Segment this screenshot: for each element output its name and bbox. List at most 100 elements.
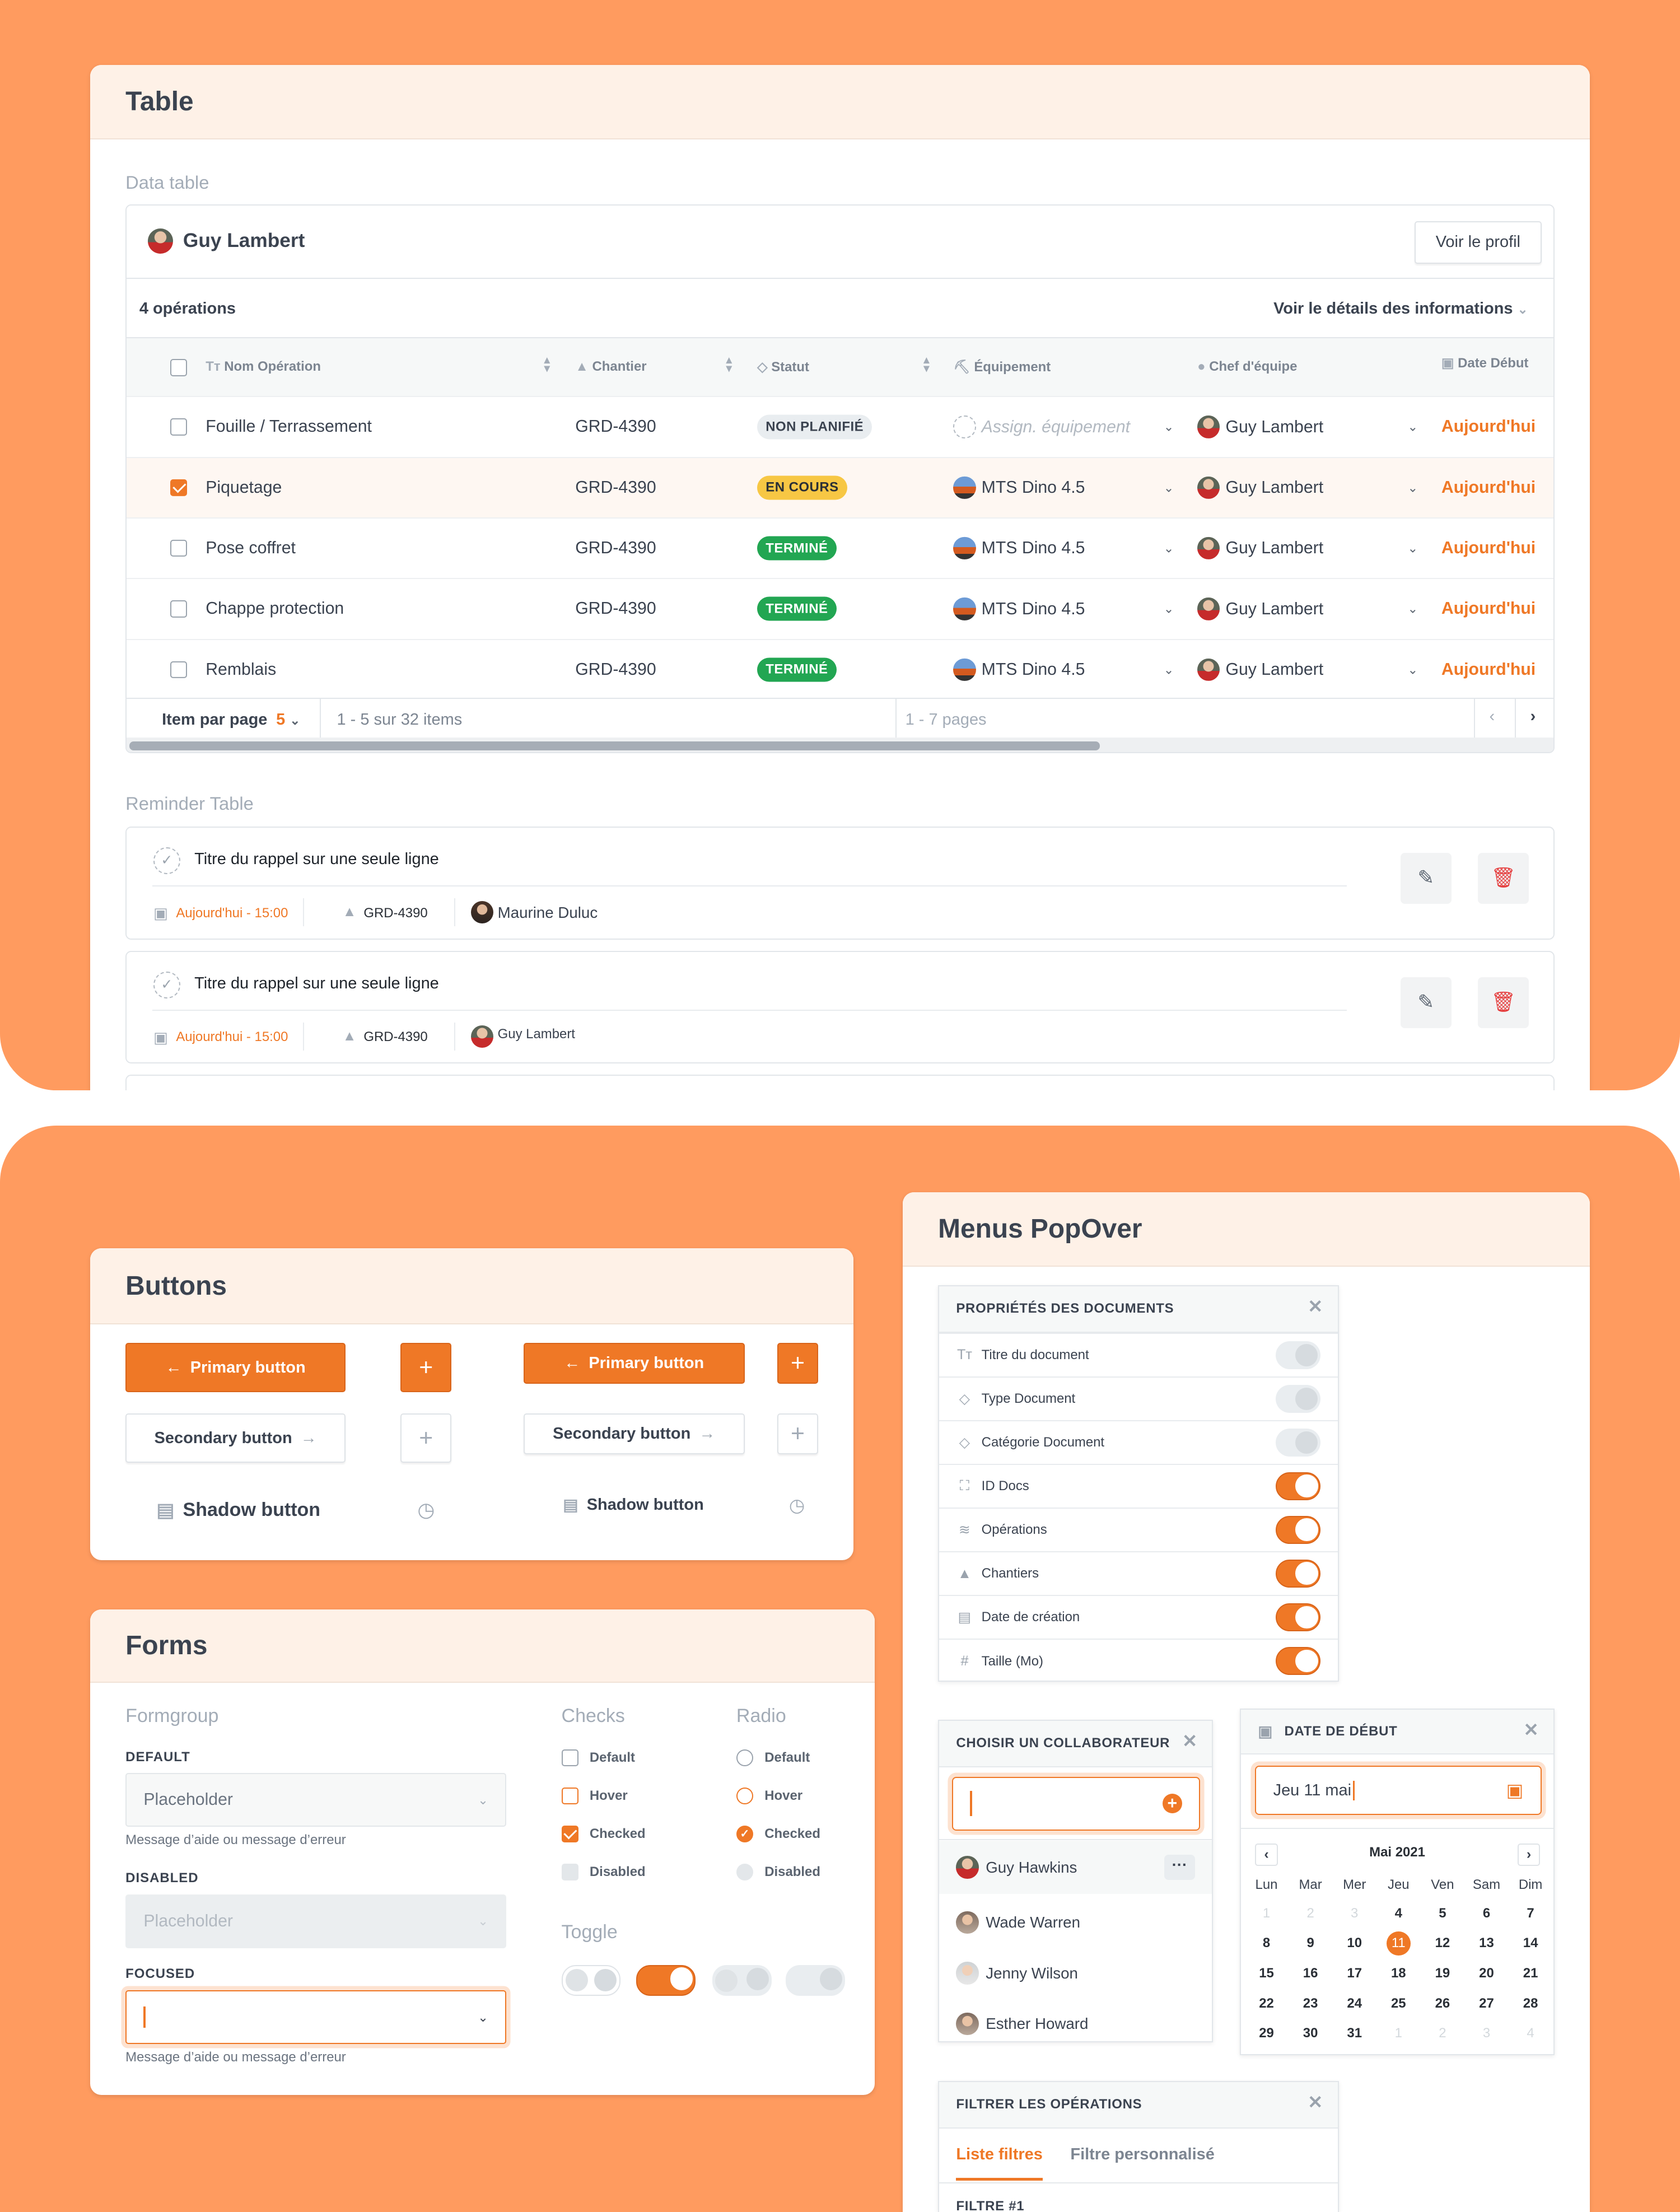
default-select[interactable]: Placeholder ⌄	[125, 1773, 507, 1827]
primary-icon-button-small[interactable]: +	[777, 1343, 818, 1384]
calendar-day[interactable]: 3	[1482, 2026, 1491, 2041]
property-toggle[interactable]	[1275, 1603, 1321, 1632]
calendar-day[interactable]: 28	[1523, 1995, 1538, 2011]
checkbox-checked[interactable]: Checked	[561, 1825, 646, 1842]
col-statut[interactable]: ◇ Statut	[757, 360, 809, 375]
prev-month-button[interactable]: ‹	[1255, 1843, 1278, 1866]
chevron-down-icon[interactable]: ⌄	[1407, 480, 1418, 495]
calendar-icon[interactable]: ▣	[1506, 1780, 1524, 1801]
chevron-down-icon[interactable]: ⌄	[1407, 540, 1418, 556]
secondary-button[interactable]: Secondary button →	[125, 1413, 346, 1463]
calendar-day[interactable]: 21	[1523, 1965, 1538, 1981]
check-circle-icon[interactable]: ✓	[153, 847, 180, 875]
property-toggle[interactable]	[1275, 1515, 1321, 1544]
tab-filter-list[interactable]: Liste filtres	[956, 2145, 1043, 2181]
calendar-day[interactable]: 26	[1435, 1995, 1450, 2011]
tab-custom-filter[interactable]: Filtre personnalisé	[1070, 2145, 1215, 2163]
next-month-button[interactable]: ›	[1517, 1843, 1541, 1866]
row-checkbox[interactable]	[170, 479, 188, 496]
equipment-select[interactable]: MTS Dino 4.5	[953, 476, 1085, 499]
calendar-day[interactable]: 29	[1259, 2026, 1274, 2041]
add-circle-icon[interactable]: +	[1162, 1794, 1182, 1814]
focused-select[interactable]: ⌄	[125, 1990, 507, 2045]
calendar-day[interactable]: 17	[1347, 1965, 1362, 1981]
table-row[interactable]: Remblais GRD-4390 TERMINÉ MTS Dino 4.5 ⌄…	[127, 638, 1553, 699]
calendar-day[interactable]: 6	[1482, 1905, 1491, 1921]
chevron-down-icon[interactable]: ⌄	[1407, 419, 1418, 434]
property-toggle[interactable]	[1275, 1472, 1321, 1501]
collaborator-item[interactable]: Guy Hawkins ···	[939, 1840, 1212, 1894]
secondary-icon-button-small[interactable]: +	[777, 1413, 818, 1455]
calendar-day[interactable]: 4	[1394, 1905, 1402, 1921]
delete-button[interactable]: 🗑	[1478, 853, 1529, 904]
checkbox-default[interactable]: Default	[561, 1749, 635, 1766]
close-icon[interactable]: ✕	[1308, 2092, 1324, 2113]
chef-select[interactable]: Guy Lambert	[1197, 476, 1323, 499]
calendar-day[interactable]: 1	[1394, 2026, 1402, 2041]
more-options-button[interactable]: ···	[1164, 1854, 1196, 1880]
shadow-icon-button[interactable]: ◷	[412, 1491, 440, 1529]
chevron-down-icon[interactable]: ⌄	[1163, 480, 1174, 495]
calendar-day[interactable]: 8	[1262, 1935, 1271, 1951]
collaborator-item[interactable]: Esther Howard	[939, 1999, 1212, 2042]
chevron-down-icon[interactable]: ⌄	[1163, 419, 1174, 434]
calendar-day[interactable]: 22	[1259, 1995, 1274, 2011]
chevron-down-icon[interactable]: ⌄	[1407, 601, 1418, 616]
table-row[interactable]: Chappe protection GRD-4390 TERMINÉ MTS D…	[127, 578, 1553, 638]
sort-icon[interactable]: ▴ ▾	[726, 354, 732, 375]
check-circle-icon[interactable]: ✓	[153, 972, 180, 998]
col-chantier[interactable]: ▲ Chantier	[575, 359, 647, 375]
property-toggle[interactable]	[1275, 1647, 1321, 1676]
calendar-day[interactable]: 25	[1390, 1995, 1406, 2011]
prev-page-button[interactable]: ‹	[1489, 707, 1495, 726]
calendar-day[interactable]: 7	[1527, 1905, 1534, 1921]
equipment-select[interactable]: Assign. équipement	[953, 416, 1130, 438]
calendar-day[interactable]: 5	[1439, 1905, 1446, 1921]
toggle-off[interactable]	[561, 1964, 621, 1996]
calendar-day[interactable]: 15	[1259, 1965, 1274, 1981]
calendar-day[interactable]: 31	[1347, 2026, 1362, 2041]
chef-select[interactable]: Guy Lambert	[1197, 536, 1323, 560]
calendar-day[interactable]: 30	[1303, 2026, 1318, 2041]
calendar-day[interactable]: 23	[1303, 1995, 1318, 2011]
row-checkbox[interactable]	[170, 418, 188, 436]
calendar-day[interactable]: 12	[1435, 1935, 1450, 1951]
calendar-day[interactable]: 9	[1306, 1935, 1314, 1951]
equipment-select[interactable]: MTS Dino 4.5	[953, 598, 1085, 620]
next-page-button[interactable]: ›	[1530, 707, 1536, 726]
edit-button[interactable]: ✎	[1400, 977, 1452, 1028]
calendar-day[interactable]: 16	[1303, 1965, 1318, 1981]
close-icon[interactable]: ✕	[1523, 1719, 1539, 1740]
checkbox-hover[interactable]: Hover	[561, 1787, 628, 1804]
equipment-select[interactable]: MTS Dino 4.5	[953, 536, 1085, 560]
scrollbar-thumb[interactable]	[129, 741, 1100, 750]
chevron-down-icon[interactable]: ⌄	[1163, 662, 1174, 677]
col-chef[interactable]: ● Chef d'équipe	[1197, 359, 1298, 375]
equipment-select[interactable]: MTS Dino 4.5	[953, 658, 1085, 681]
chevron-down-icon[interactable]: ⌄	[1163, 540, 1174, 556]
toggle-on[interactable]	[636, 1964, 696, 1996]
collaborator-item[interactable]: Jenny Wilson	[939, 1948, 1212, 1999]
chef-select[interactable]: Guy Lambert	[1197, 658, 1323, 681]
col-equipement[interactable]: ⛏ Équipement	[953, 360, 1051, 375]
property-toggle[interactable]	[1275, 1428, 1321, 1457]
shadow-button[interactable]: ▤ Shadow button	[156, 1499, 321, 1521]
chevron-down-icon[interactable]: ⌄	[1163, 601, 1174, 616]
table-row[interactable]: Fouille / Terrassement GRD-4390 NON PLAN…	[127, 396, 1553, 456]
primary-icon-button[interactable]: +	[400, 1343, 452, 1393]
property-toggle[interactable]	[1275, 1559, 1321, 1588]
secondary-button-small[interactable]: Secondary button →	[523, 1413, 745, 1455]
secondary-icon-button[interactable]: +	[400, 1413, 452, 1463]
row-checkbox[interactable]	[170, 661, 188, 678]
radio-hover[interactable]: Hover	[736, 1787, 802, 1804]
delete-button[interactable]: 🗑	[1478, 977, 1529, 1028]
primary-button[interactable]: ← Primary button	[125, 1343, 346, 1393]
calendar-day-selected[interactable]: 11	[1386, 1931, 1411, 1956]
calendar-day[interactable]: 14	[1523, 1935, 1538, 1951]
calendar-day[interactable]: 2	[1439, 2026, 1446, 2041]
row-checkbox[interactable]	[170, 600, 188, 618]
chevron-down-icon[interactable]: ⌄	[1407, 662, 1418, 677]
edit-button[interactable]: ✎	[1400, 853, 1452, 904]
radio-default[interactable]: Default	[736, 1749, 810, 1766]
property-toggle[interactable]	[1275, 1384, 1321, 1413]
